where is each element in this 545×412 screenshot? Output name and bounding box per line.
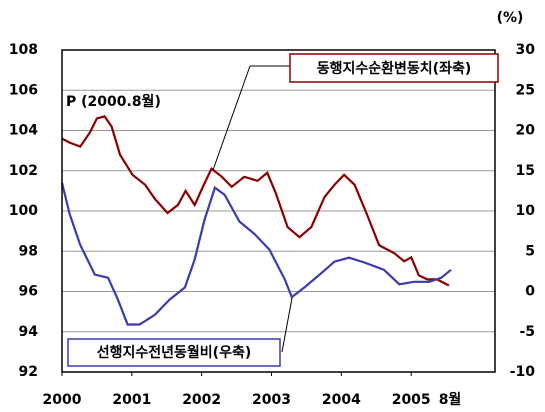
legend-box bbox=[67, 338, 281, 367]
legend-box bbox=[289, 53, 499, 83]
y2-tick-label: 0 bbox=[525, 284, 535, 300]
y-tick-label: 96 bbox=[19, 284, 38, 300]
data-line bbox=[60, 182, 452, 326]
y2-tick-label: -5 bbox=[519, 324, 535, 340]
plot-frame bbox=[61, 49, 496, 373]
y2-tick-label: 25 bbox=[516, 82, 535, 98]
legend-label: 동행지수순환변동치(좌축) bbox=[317, 60, 471, 77]
x-tick-label: 2003 bbox=[252, 392, 291, 408]
leader-line bbox=[212, 65, 251, 171]
y-tick-label: 92 bbox=[19, 364, 38, 380]
x-tick-label: 2005 bbox=[392, 392, 431, 408]
y-tick-label: 94 bbox=[19, 324, 39, 340]
y-tick-label: 106 bbox=[9, 82, 38, 98]
y-tick-label: 98 bbox=[19, 243, 38, 259]
x-tick-label: 2004 bbox=[322, 392, 361, 408]
x-tick-label: 2000 bbox=[43, 392, 82, 408]
y2-tick-label: -10 bbox=[510, 364, 536, 380]
y2-tick-label: 10 bbox=[516, 203, 536, 219]
y-tick-label: 102 bbox=[9, 163, 38, 179]
data-line bbox=[61, 115, 450, 287]
y2-tick-label: 20 bbox=[516, 123, 536, 139]
legend-label: 선행지수전년동월비(우축) bbox=[97, 344, 251, 361]
y2-tick-label: 5 bbox=[525, 243, 535, 259]
annotation: P (2000.8월) bbox=[66, 93, 161, 110]
y-tick-label: 104 bbox=[9, 123, 38, 139]
x-tick-label: 2002 bbox=[182, 392, 221, 408]
y-tick-label: 100 bbox=[9, 203, 38, 219]
y2-axis-unit: (%) bbox=[497, 10, 524, 26]
x-tick-label: 2001 bbox=[112, 392, 151, 408]
y-tick-label: 108 bbox=[9, 42, 38, 58]
annotation: 8월 bbox=[439, 391, 462, 408]
y2-tick-label: 30 bbox=[516, 42, 536, 58]
y2-tick-label: 15 bbox=[516, 163, 535, 179]
leader-line bbox=[281, 297, 293, 353]
